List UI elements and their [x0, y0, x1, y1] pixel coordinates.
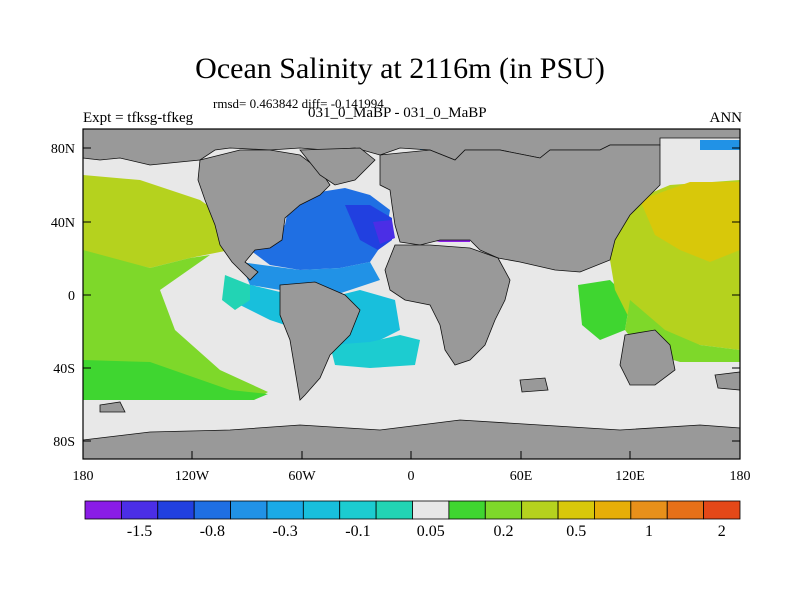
colorbar-box — [594, 500, 632, 520]
colorbar-box — [484, 500, 523, 520]
lon-tick-120e: 120E — [615, 469, 645, 484]
lat-tick-0: 0 — [68, 289, 75, 304]
colorbar-label: -0.1 — [345, 523, 370, 540]
map-field — [82, 128, 741, 460]
colorbar-label: 0.5 — [566, 523, 586, 540]
land-shelf-1 — [99, 401, 126, 413]
colorbar-box — [230, 500, 268, 520]
colorbar-box — [266, 500, 304, 520]
lat-tick-40n: 40N — [51, 216, 75, 231]
map-title: Ocean Salinity at 2116m (in PSU) — [195, 52, 605, 85]
pacific-west-orange — [640, 182, 740, 262]
pacific-east-lower — [83, 360, 268, 410]
lon-tick-0: 0 — [408, 469, 415, 484]
land-australia — [619, 329, 676, 386]
land-shelf-2 — [519, 377, 549, 393]
colorbar-labels: -1.5 -0.8 -0.3 -0.1 0.05 0.2 0.5 1 2 — [127, 523, 726, 540]
land-south-america — [279, 281, 361, 401]
land-africa — [384, 244, 511, 366]
lon-tick-180w: 180 — [73, 469, 94, 484]
colorbar-box — [302, 500, 341, 520]
colorbar-label: -1.5 — [127, 523, 152, 540]
stats-text: rmsd= 0.463842 diff= -0.141994 — [213, 96, 384, 111]
colorbar-box — [521, 500, 559, 520]
atlantic-south — [222, 275, 250, 310]
atlantic-south-lower — [330, 335, 420, 368]
indian-ocean — [470, 300, 590, 372]
lon-axis: 180 120W 60W 0 60E 120E 180 — [73, 451, 751, 484]
colorbar-label: -0.3 — [272, 523, 297, 540]
colorbar-box — [703, 500, 741, 520]
colorbar-box — [193, 500, 231, 520]
colorbar-box — [157, 500, 195, 520]
colorbar-box — [120, 500, 159, 520]
lat-tick-40s: 40S — [53, 362, 75, 377]
experiment-label: Expt = tfksg-tfkeg — [83, 110, 194, 126]
arctic-blue-east-3 — [700, 140, 740, 150]
atlantic-mid — [240, 262, 380, 300]
land-greenland — [299, 147, 376, 186]
colorbar-box — [448, 500, 486, 520]
colorbar-label: -0.8 — [200, 523, 225, 540]
colorbar-box — [84, 500, 122, 520]
land-eurasia — [379, 144, 661, 273]
indian-ocean-east — [578, 280, 630, 340]
colorbar-label: 0.2 — [493, 523, 513, 540]
colorbar-box — [666, 500, 705, 520]
lon-tick-60e: 60E — [510, 469, 533, 484]
colorbar-label: 1 — [645, 523, 653, 540]
atlantic-core — [373, 220, 395, 244]
lon-tick-120w: 120W — [175, 469, 210, 484]
colorbar-box — [412, 500, 450, 520]
lat-tick-80s: 80S — [53, 435, 75, 450]
colorbar-box — [557, 500, 595, 520]
land-group — [82, 128, 741, 460]
land-north-america — [197, 149, 331, 281]
colorbar-label: 0.05 — [417, 523, 445, 540]
colorbar-box — [375, 500, 413, 520]
colorbar-box — [630, 500, 668, 520]
colorbar-box — [339, 500, 377, 520]
season-label: ANN — [709, 110, 743, 126]
land-shelf-3 — [714, 371, 741, 391]
lat-axis: 80N 40N 0 40S 80S — [51, 142, 740, 450]
lon-tick-180e: 180 — [730, 469, 751, 484]
experiment-period: 031_0_MaBP - 031_0_MaBP — [308, 105, 487, 121]
colorbar-label: 2 — [718, 523, 726, 540]
colorbar — [84, 500, 741, 520]
lon-tick-60w: 60W — [288, 469, 316, 484]
lat-tick-80n: 80N — [51, 142, 75, 157]
pacific-east-anomaly — [83, 175, 250, 268]
